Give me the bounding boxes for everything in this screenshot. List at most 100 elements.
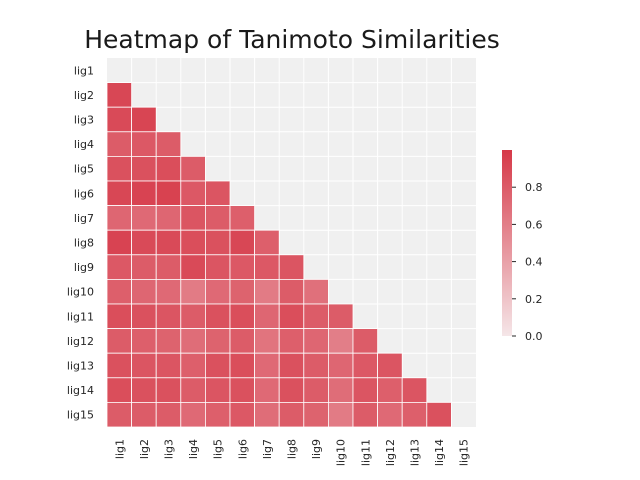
colorbar-gradient [502,150,512,336]
row-tick-label: lig15 [67,409,94,422]
cell-lig15-lig13 [401,401,428,428]
cell-lig13-lig9 [303,352,329,379]
cell-lig10-lig4 [180,278,206,305]
cell-lig14-lig7 [254,377,280,403]
cell-lig11-lig5 [204,303,231,330]
row-tick-label: lig4 [74,138,94,151]
row-tick-label: lig14 [67,384,94,397]
cell-lig7-lig6 [229,205,256,231]
cell-lig10-lig1 [106,278,133,305]
cell-lig11-lig9 [303,303,329,330]
cell-lig14-lig2 [131,377,157,403]
column-tick-label: lig5 [212,439,225,459]
cell-lig13-lig4 [180,352,206,379]
cell-lig14-lig13 [401,377,428,403]
cell-lig15-lig14 [426,401,452,428]
cell-lig5-lig3 [155,155,182,182]
cell-lig11-lig3 [155,303,182,330]
cell-lig13-lig1 [106,352,133,379]
cell-lig9-lig1 [106,254,133,280]
column-tick-label: lig14 [433,439,446,466]
row-tick-label: lig8 [74,237,94,250]
cell-lig9-lig2 [131,254,157,280]
cell-lig8-lig5 [204,229,231,256]
column-tick-label: lig12 [384,439,397,466]
cell-lig12-lig4 [180,328,206,354]
cell-lig4-lig3 [155,131,182,157]
cell-lig14-lig6 [229,377,256,403]
cell-lig14-lig4 [180,377,206,403]
cell-lig7-lig2 [131,205,157,231]
cell-lig15-lig8 [278,401,305,428]
cell-lig2-lig1 [106,82,133,108]
cell-lig6-lig1 [106,180,133,207]
cell-lig13-lig3 [155,352,182,379]
cell-lig12-lig9 [303,328,329,354]
cell-lig14-lig8 [278,377,305,403]
colorbar-tick-label: 0.2 [525,293,543,306]
cell-lig5-lig4 [180,155,206,182]
column-tick-label: lig3 [163,439,176,459]
cell-lig11-lig2 [131,303,157,330]
cell-lig14-lig10 [327,377,354,403]
row-labels: lig1 lig2 lig3 lig4 lig5 lig6 lig7 lig8 lig9 lig1… [67,64,94,421]
cell-lig8-lig7 [254,229,280,256]
colorbar: 0.0 0.2 0.4 0.6 0.8 [502,150,543,343]
cell-lig14-lig5 [204,377,231,403]
cell-lig7-lig1 [106,205,133,231]
cell-lig15-lig6 [229,401,256,428]
colorbar-tick-label: 0.0 [525,330,543,343]
cell-lig3-lig2 [131,106,157,133]
heatmap-cells [106,82,452,428]
cell-lig9-lig8 [278,254,305,280]
cell-lig15-lig9 [303,401,329,428]
cell-lig5-lig1 [106,155,133,182]
cell-lig8-lig1 [106,229,133,256]
cell-lig10-lig6 [229,278,256,305]
cell-lig14-lig11 [352,377,379,403]
cell-lig8-lig3 [155,229,182,256]
chart-title: Heatmap of Tanimoto Similarities [84,25,500,54]
cell-lig15-lig12 [377,401,403,428]
colorbar-tick-label: 0.4 [525,256,543,269]
cell-lig14-lig12 [377,377,403,403]
row-tick-label: lig9 [74,261,94,274]
cell-lig12-lig7 [254,328,280,354]
cell-lig14-lig9 [303,377,329,403]
cell-lig4-lig1 [106,131,133,157]
cell-lig10-lig9 [303,278,329,305]
row-tick-label: lig3 [74,114,94,127]
cell-lig9-lig4 [180,254,206,280]
cell-lig8-lig2 [131,229,157,256]
column-tick-label: lig1 [113,439,126,459]
cell-lig9-lig7 [254,254,280,280]
column-tick-label: lig10 [335,439,348,466]
cell-lig13-lig5 [204,352,231,379]
cell-lig13-lig7 [254,352,280,379]
colorbar-tick-label: 0.8 [525,181,543,194]
cell-lig13-lig6 [229,352,256,379]
cell-lig7-lig3 [155,205,182,231]
colorbar-tick-label: 0.6 [525,218,543,231]
cell-lig15-lig10 [327,401,354,428]
cell-lig13-lig2 [131,352,157,379]
row-tick-label: lig11 [67,310,94,323]
cell-lig7-lig5 [204,205,231,231]
row-tick-label: lig1 [74,64,94,77]
column-tick-label: lig13 [409,439,422,466]
row-tick-label: lig12 [67,335,94,348]
cell-lig15-lig5 [204,401,231,428]
cell-lig10-lig5 [204,278,231,305]
cell-lig12-lig3 [155,328,182,354]
cell-lig6-lig5 [204,180,231,207]
row-tick-label: lig6 [74,187,94,200]
cell-lig12-lig2 [131,328,157,354]
cell-lig10-lig2 [131,278,157,305]
cell-lig8-lig4 [180,229,206,256]
column-tick-label: lig2 [138,439,151,459]
cell-lig11-lig7 [254,303,280,330]
cell-lig13-lig12 [377,352,403,379]
column-tick-label: lig15 [458,439,471,466]
cell-lig14-lig1 [106,377,133,403]
